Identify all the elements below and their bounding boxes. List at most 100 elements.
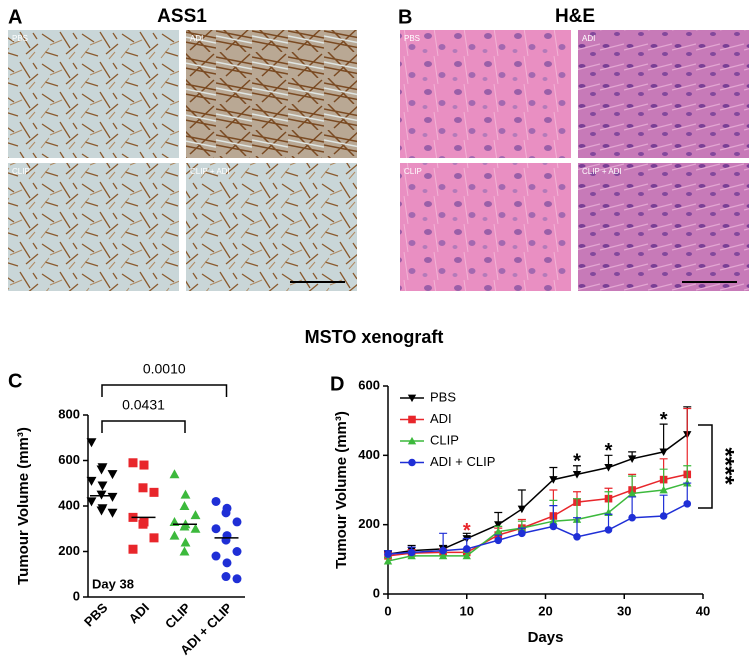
marker	[438, 551, 448, 560]
marker	[107, 470, 118, 480]
p-value: 0.0431	[122, 397, 165, 413]
legend-label: CLIP	[430, 432, 459, 447]
marker	[659, 448, 668, 457]
y-tick-label: 600	[58, 452, 80, 467]
y-tick-label: 400	[58, 497, 80, 512]
y-tick-label: 800	[58, 406, 80, 421]
micrograph	[578, 30, 749, 158]
legend-label: ADI + CLIP	[430, 454, 495, 469]
section-title: MSTO xenograft	[305, 327, 444, 347]
marker	[169, 469, 180, 479]
x-tick-label: 40	[696, 603, 710, 618]
marker	[96, 506, 107, 516]
marker	[627, 489, 637, 497]
panel-letter: C	[8, 370, 22, 392]
x-tick-label: CLIP	[162, 600, 194, 632]
micrograph	[578, 163, 749, 291]
y-tick-label: 0	[73, 588, 80, 603]
marker	[462, 545, 471, 553]
marker	[138, 483, 148, 493]
image-label: ADI	[190, 34, 203, 43]
marker	[179, 546, 190, 556]
marker	[179, 501, 190, 511]
marker	[139, 460, 149, 470]
marker	[407, 394, 417, 403]
image-label: CLIP	[404, 167, 422, 176]
marker	[627, 455, 637, 463]
panel-letter: A	[8, 6, 22, 28]
panel-letter: D	[330, 373, 344, 395]
marker	[683, 500, 692, 508]
legend-label: PBS	[430, 389, 456, 404]
y-tick-label: 0	[373, 585, 380, 600]
marker	[232, 517, 242, 527]
series-line	[387, 473, 688, 557]
image-label: PBS	[12, 34, 28, 43]
panel-title: H&E	[555, 6, 595, 27]
series-line	[387, 433, 688, 555]
series-line	[387, 482, 688, 562]
significance-bracket	[698, 424, 713, 509]
significance-star: *	[660, 409, 668, 431]
marker	[573, 533, 581, 541]
marker	[659, 512, 668, 520]
marker	[86, 497, 97, 507]
significance: ****	[712, 447, 739, 485]
error-bar	[683, 407, 692, 475]
legend-label: ADI	[430, 411, 452, 426]
marker	[138, 519, 148, 529]
marker	[659, 485, 668, 494]
marker	[180, 489, 191, 499]
marker	[221, 572, 231, 582]
marker	[107, 508, 118, 518]
marker	[494, 521, 503, 529]
marker	[180, 537, 191, 547]
marker	[222, 558, 232, 568]
marker	[128, 544, 138, 554]
error-bar	[659, 423, 668, 452]
panel-letter: B	[398, 6, 412, 28]
marker	[407, 436, 417, 445]
marker	[97, 481, 108, 491]
micrograph	[186, 163, 357, 291]
image-label: CLIP + ADI	[582, 167, 622, 176]
marker	[408, 458, 416, 467]
marker	[628, 513, 636, 522]
marker	[604, 464, 613, 472]
marker	[149, 487, 159, 497]
x-tick-label: 0	[384, 603, 391, 618]
y-tick-label: 400	[358, 447, 380, 462]
image-label: CLIP	[12, 167, 30, 176]
marker	[383, 556, 393, 565]
image-label: ADI	[582, 34, 595, 43]
panel-title: ASS1	[157, 6, 207, 27]
marker	[232, 574, 242, 584]
marker	[549, 522, 558, 531]
image-label: PBS	[404, 34, 420, 43]
marker	[518, 529, 526, 538]
comparison-bracket	[101, 384, 228, 397]
x-tick-label: 20	[538, 603, 552, 618]
marker	[462, 551, 471, 560]
comparison-bracket	[101, 420, 186, 433]
marker	[211, 551, 221, 561]
marker	[211, 524, 221, 534]
significance-star: *	[573, 451, 581, 473]
y-axis-label: Tumour Volume (mm³)	[15, 427, 32, 585]
series-line	[387, 503, 688, 555]
marker	[549, 476, 558, 484]
marker	[190, 510, 201, 520]
p-value: 0.0010	[143, 361, 186, 377]
significance-star: *	[463, 520, 471, 542]
annotation: Day 38	[92, 576, 134, 591]
y-tick-label: 600	[358, 377, 380, 392]
y-tick-label: 200	[58, 543, 80, 558]
marker	[604, 526, 613, 534]
significance-star: *	[605, 440, 613, 462]
marker	[408, 415, 416, 424]
micrograph	[8, 163, 179, 291]
micrograph	[186, 30, 357, 158]
x-tick-label: ADI	[126, 600, 152, 626]
marker	[179, 521, 190, 531]
